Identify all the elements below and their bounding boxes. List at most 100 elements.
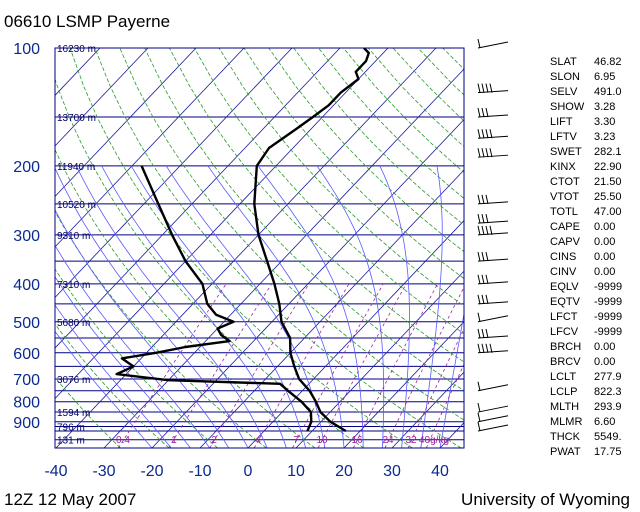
- height-label: 10520 m: [57, 200, 96, 211]
- pressure-tick-label: 900: [13, 415, 40, 432]
- index-key: EQTV: [550, 296, 580, 308]
- wind-barb: [477, 421, 509, 432]
- mixing-ratio-label: 7: [293, 435, 299, 446]
- isotherm-line: [55, 48, 149, 147]
- index-value: 0.00: [594, 236, 616, 248]
- index-key: SLAT: [550, 56, 577, 68]
- index-row: SLAT 46.82: [550, 55, 630, 70]
- index-key: MLMR: [550, 416, 583, 428]
- isotherm-line: [247, 220, 464, 448]
- height-label: 5680 m: [57, 318, 90, 329]
- wind-barbs: [477, 38, 509, 432]
- index-value: -9999: [594, 311, 623, 323]
- isotherm-line: [55, 48, 293, 299]
- index-row: THCK 5549.: [550, 430, 630, 445]
- index-value: 17.75: [594, 446, 622, 458]
- index-value: 47.00: [594, 206, 622, 218]
- temperature-profile: [253, 48, 370, 433]
- wind-barb: [477, 412, 509, 423]
- index-value: 293.9: [594, 401, 622, 413]
- mixing-ratio-line: [292, 283, 384, 448]
- wind-barb: [477, 38, 509, 49]
- index-row: LCLP 822.3: [550, 385, 630, 400]
- moist-adiabat-line: [55, 167, 249, 448]
- index-row: EQTV -9999: [550, 295, 630, 310]
- isotherm-line: [55, 48, 197, 198]
- index-row: SLON 6.95: [550, 70, 630, 85]
- index-row: CAPE 0.00: [550, 220, 630, 235]
- index-value: 277.9: [594, 371, 622, 383]
- plot-area: [55, 48, 464, 448]
- isotherm-line: [55, 48, 341, 349]
- pressure-tick-label: 800: [13, 395, 40, 412]
- index-key: CTOT: [550, 176, 580, 188]
- moist-adiabat-line: [257, 165, 364, 448]
- index-value: 0.00: [594, 251, 616, 263]
- mixing-ratio-line: [407, 327, 464, 448]
- index-row: SHOW 3.28: [550, 100, 630, 115]
- moist-adiabat-line: [207, 165, 345, 448]
- height-label: 13700 m: [57, 113, 96, 124]
- index-value: 5549.: [594, 431, 622, 443]
- mixing-ratio-label: 0.4: [116, 435, 130, 446]
- moist-adiabat-line: [55, 304, 172, 448]
- temperature-tick-label: 0: [244, 463, 253, 480]
- dry-adiabat-line: [55, 323, 170, 448]
- moist-adiabat-line: [75, 165, 268, 448]
- height-label: 796 m: [57, 422, 85, 433]
- mixing-ratio-label: 16: [351, 435, 363, 446]
- wind-barb: [477, 328, 509, 339]
- mixing-ratio-label: 24: [382, 435, 394, 446]
- index-key: CINV: [550, 266, 577, 278]
- index-value: 0.00: [594, 356, 616, 368]
- index-value: 46.82: [594, 56, 622, 68]
- wind-barb: [477, 402, 509, 413]
- index-key: VTOT: [550, 191, 580, 203]
- pressure-tick-label: 300: [13, 228, 40, 245]
- mixing-ratio-label: 4: [255, 435, 261, 446]
- pressure-tick-label: 500: [13, 315, 40, 332]
- wind-barb: [477, 252, 509, 262]
- height-label: 11940 m: [57, 162, 95, 173]
- mixing-ratio-label: 10: [316, 435, 328, 446]
- temperature-tick-label: -10: [188, 463, 211, 480]
- index-value: 21.50: [594, 176, 622, 188]
- index-key: CAPV: [550, 236, 580, 248]
- index-value: 6.95: [594, 71, 616, 83]
- index-row: SWET 282.1: [550, 145, 630, 160]
- dry-adiabat-line: [119, 48, 464, 421]
- wind-barb: [477, 312, 509, 323]
- dry-adiabat-line: [55, 77, 365, 448]
- moist-adiabat-line: [420, 165, 443, 448]
- index-key: SELV: [550, 86, 578, 98]
- moist-adiabat-line: [130, 165, 306, 448]
- moist-adiabat-line: [55, 330, 153, 448]
- isotherm-line: [55, 48, 245, 248]
- mixing-ratio-line: [253, 283, 350, 448]
- moist-adiabat-line: [55, 244, 210, 448]
- index-row: LFTV 3.23: [550, 130, 630, 145]
- index-row: CINS 0.00: [550, 250, 630, 265]
- height-label: 9310 m: [57, 231, 90, 242]
- pressure-tick-label: 700: [13, 372, 40, 389]
- index-value: 3.28: [594, 101, 616, 113]
- index-key: LIFT: [550, 116, 573, 128]
- index-key: EQLV: [550, 281, 579, 293]
- moist-adiabat-line: [101, 165, 287, 448]
- index-key: PWAT: [550, 446, 581, 458]
- chart-grid: [54, 47, 465, 449]
- dry-adiabat-line: [94, 48, 462, 448]
- wind-barb: [477, 274, 509, 285]
- index-row: CTOT 21.50: [550, 175, 630, 190]
- dry-adiabat-line: [55, 376, 121, 448]
- index-key: CINS: [550, 251, 577, 263]
- index-key: SLON: [550, 71, 580, 83]
- index-key: BRCV: [550, 356, 581, 368]
- dry-adiabat-line: [169, 48, 464, 363]
- index-row: LFCT -9999: [550, 310, 630, 325]
- isotherm-line: [55, 48, 389, 400]
- index-row: CINV 0.00: [550, 265, 630, 280]
- index-key: TOTL: [550, 206, 578, 218]
- mixing-ratio-line: [384, 286, 464, 448]
